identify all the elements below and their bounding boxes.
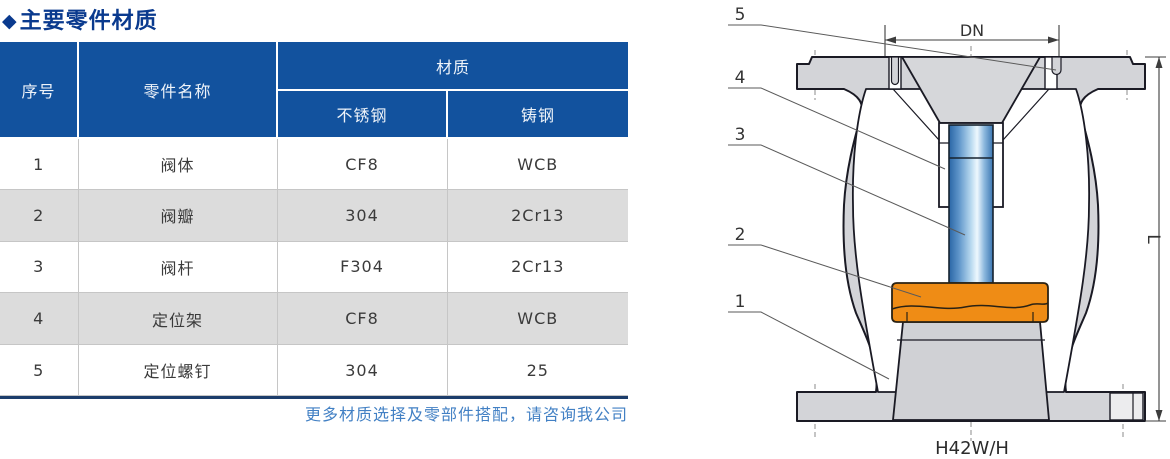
table-cell-no: 3 [0,240,79,294]
table-cell-stainless: CF8 [276,137,448,191]
callout-numbers: 5 4 3 2 1 [735,5,746,312]
dimension-l [1145,56,1166,422]
leader-4 [728,87,946,170]
callout-5: 5 [735,5,746,25]
top-left-bolt-pin [890,56,900,86]
valve-disc [891,282,1049,323]
dn-label: DN [960,21,984,40]
table-row: 2 阀瓣 304 2Cr13 [0,189,629,242]
valve-stem [948,124,994,284]
table-cell-cast: WCB [446,137,629,191]
leader-5 [728,24,1057,71]
seat-throat [892,321,1050,421]
table-cell-cast: WCB [446,292,629,345]
model-label: H42W/H [935,438,1009,459]
leader-2 [728,244,922,298]
table-cell-part: 阀杆 [77,240,278,294]
consult-note: 更多材质选择及零部件搭配，请咨询我公司 [304,405,628,424]
l-label: L [1143,234,1163,244]
col-header-no: 序号 [0,40,79,139]
leader-1 [728,311,890,380]
diamond-bullet-icon: ◆ [2,10,18,32]
page-title-text: 主要零件材质 [19,9,158,34]
guide-funnel [892,56,1050,141]
table-cell-no: 2 [0,189,79,242]
table-cell-no: 5 [0,343,79,397]
callout-1: 1 [735,292,746,312]
table-cell-stainless: 304 [276,189,448,242]
callout-leaders [728,24,1057,380]
table-cell-cast: 2Cr13 [446,189,629,242]
col-header-stainless: 不锈钢 [277,89,448,139]
materials-table-wrapper: 序号 零件名称 材质 不锈钢 铸钢 1 阀体 CF8 WCB 2 阀瓣 304 2Cr13 3 阀… [0,40,629,400]
table-cell-no: 4 [0,292,79,345]
table-row: 5 定位螺钉 304 25 [0,343,629,397]
col-header-cast: 铸钢 [445,89,629,139]
materials-table: 序号 零件名称 材质 不锈钢 铸钢 1 阀体 CF8 WCB 2 阀瓣 304 2Cr13 3 阀… [0,40,629,397]
table-cell-stainless: 304 [276,343,448,397]
leader-3 [728,144,966,236]
table-row: 3 阀杆 F304 2Cr13 [0,240,629,294]
callout-3: 3 [735,125,746,145]
table-cell-part: 定位螺钉 [77,343,278,397]
callout-4: 4 [735,68,746,88]
callout-2: 2 [735,225,746,245]
table-cell-part: 阀体 [77,137,278,191]
table-cell-cast: 25 [446,343,629,397]
disc-wave-line [891,302,1049,310]
materials-table-body: 1 阀体 CF8 WCB 2 阀瓣 304 2Cr13 3 阀杆 F304 2Cr13 4 定位架 CF8 W… [0,137,629,397]
table-cell-part: 阀瓣 [77,189,278,242]
table-cell-cast: 2Cr13 [446,240,629,294]
bottom-right-bolt-slot [1109,392,1144,421]
table-row: 1 阀体 CF8 WCB [0,137,629,191]
dimension-dn [884,25,1060,56]
table-cell-stainless: CF8 [276,292,448,345]
l-extension-lines [1145,56,1166,422]
col-header-part: 零件名称 [77,40,278,139]
table-row: 4 定位架 CF8 WCB [0,292,629,345]
table-cell-stainless: F304 [276,240,448,294]
page-title: ◆主要零件材质 [2,3,158,35]
table-cell-part: 定位架 [77,292,278,345]
valve-section-drawing: DN L 5 4 3 2 1 H42W/H [728,5,1166,459]
positioning-screw [1051,56,1062,76]
col-header-material: 材质 [275,40,629,91]
table-cell-no: 1 [0,137,79,191]
materials-table-header: 序号 零件名称 材质 不锈钢 铸钢 [0,40,629,139]
